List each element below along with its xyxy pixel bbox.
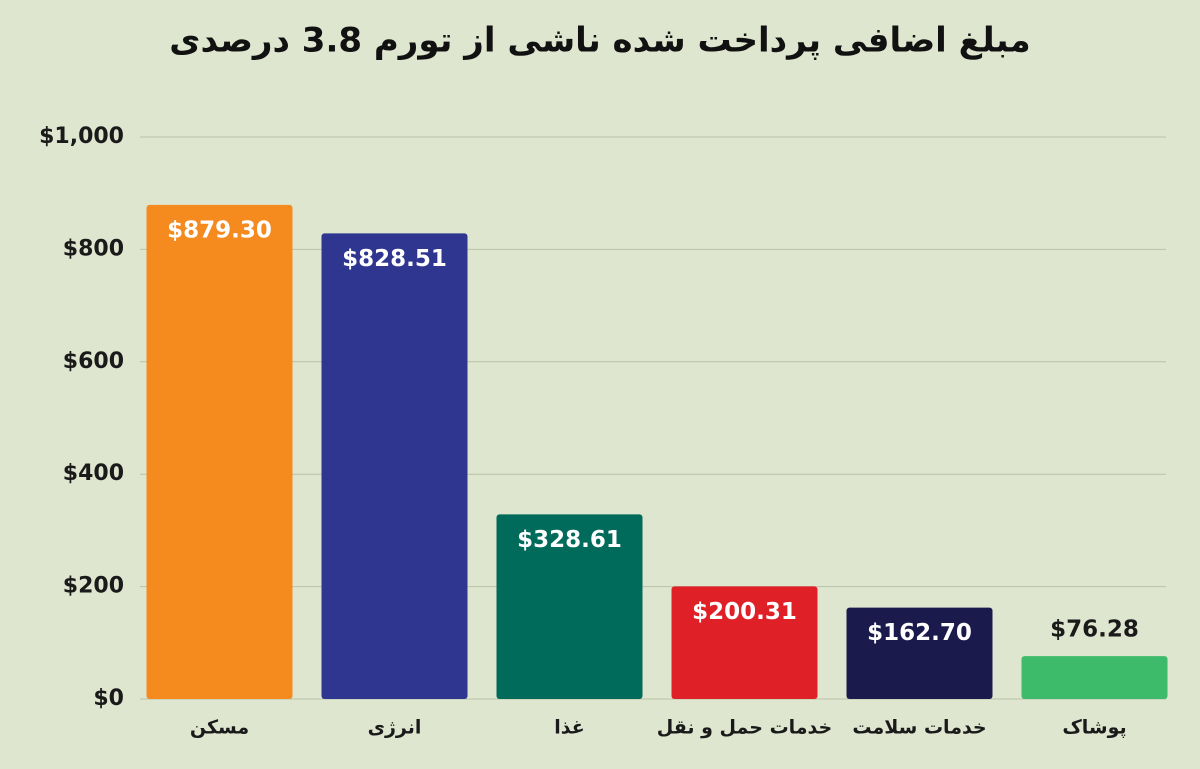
bar bbox=[146, 204, 293, 699]
y-tick-label: $600 bbox=[63, 349, 124, 374]
bar bbox=[1021, 656, 1168, 699]
value-label: $879.30 bbox=[167, 217, 272, 243]
y-tick-label: $200 bbox=[63, 574, 124, 599]
bar bbox=[846, 607, 993, 699]
x-tick-label: غذا bbox=[554, 717, 584, 739]
x-tick-label: خدمات سلامت bbox=[852, 717, 986, 739]
y-tick-label: $400 bbox=[63, 461, 124, 486]
value-label: $200.31 bbox=[692, 599, 797, 625]
value-label: $328.61 bbox=[517, 527, 622, 553]
value-label: $76.28 bbox=[1050, 617, 1139, 643]
bar bbox=[496, 514, 643, 699]
x-tick-label: پوشاک bbox=[1062, 717, 1126, 739]
y-tick-label: $0 bbox=[93, 686, 124, 711]
x-tick-label: مسکن bbox=[190, 717, 249, 739]
y-tick-label: $800 bbox=[63, 236, 124, 261]
y-tick-label: $1,000 bbox=[39, 124, 124, 149]
chart-title: مبلغ اضافی پرداخت شده ناشی از تورم 3.8 د… bbox=[169, 21, 1030, 61]
value-label: $162.70 bbox=[867, 620, 972, 646]
value-label: $828.51 bbox=[342, 246, 447, 272]
x-tick-label: خدمات حمل و نقل bbox=[657, 717, 832, 739]
x-tick-label: انرژی bbox=[368, 717, 422, 739]
bar bbox=[321, 233, 468, 699]
bar bbox=[671, 586, 818, 699]
